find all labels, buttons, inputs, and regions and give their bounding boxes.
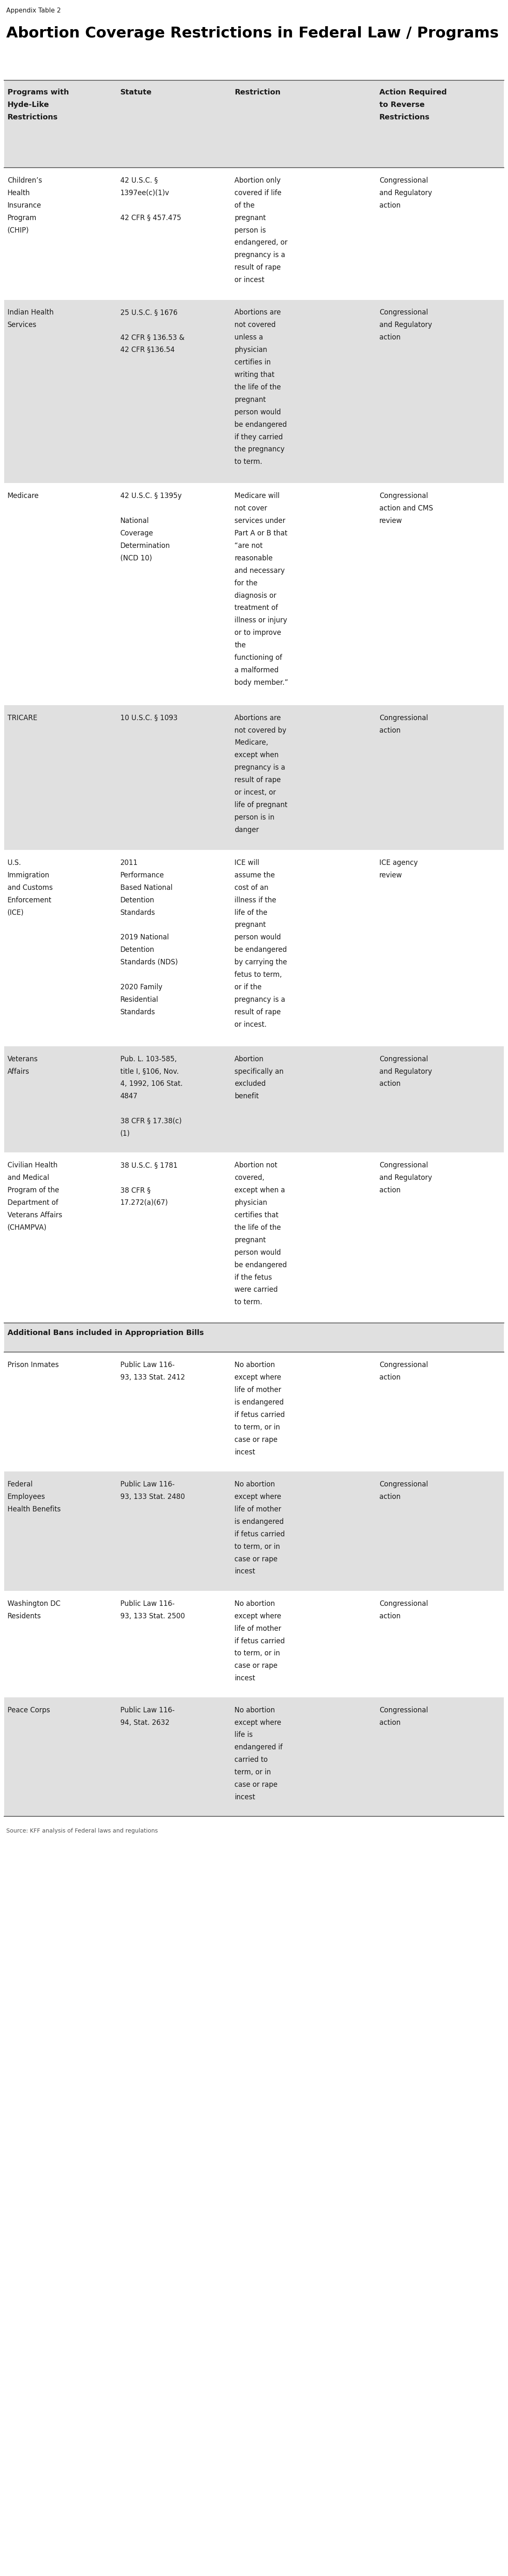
- Text: No abortion
except where
life of mother
is endangered
if fetus carried
to term, : No abortion except where life of mother …: [235, 1481, 285, 1577]
- Text: Action Required
to Reverse
Restrictions: Action Required to Reverse Restrictions: [379, 88, 447, 121]
- Text: Congressional
action: Congressional action: [379, 1363, 428, 1381]
- Text: Congressional
and Regulatory
action: Congressional and Regulatory action: [379, 309, 432, 340]
- Text: Abortions are
not covered
unless a
physician
certifies in
writing that
the life : Abortions are not covered unless a physi…: [235, 309, 287, 466]
- Bar: [4, 1151, 504, 1324]
- Text: Congressional
action: Congressional action: [379, 1600, 428, 1620]
- Text: Congressional
action and CMS
review: Congressional action and CMS review: [379, 492, 433, 526]
- Text: Public Law 116-
94, Stat. 2632: Public Law 116- 94, Stat. 2632: [120, 1705, 174, 1726]
- Text: Abortion Coverage Restrictions in Federal Law / Programs: Abortion Coverage Restrictions in Federa…: [6, 26, 499, 41]
- Bar: [4, 1698, 504, 1816]
- Text: Additional Bans included in Appropriation Bills: Additional Bans included in Appropriatio…: [8, 1329, 204, 1337]
- Text: Congressional
and Regulatory
action: Congressional and Regulatory action: [379, 1162, 432, 1195]
- Bar: [4, 706, 504, 850]
- Text: Medicare will
not cover
services under
Part A or B that
“are not
reasonable
and : Medicare will not cover services under P…: [235, 492, 288, 685]
- Text: Abortion only
covered if life
of the
pregnant
person is
endangered, or
pregnancy: Abortion only covered if life of the pre…: [235, 178, 288, 283]
- Text: Children’s
Health
Insurance
Program
(CHIP): Children’s Health Insurance Program (CHI…: [8, 178, 42, 234]
- Text: Congressional
and Regulatory
action: Congressional and Regulatory action: [379, 1056, 432, 1087]
- Text: No abortion
except where
life of mother
if fetus carried
to term, or in
case or : No abortion except where life of mother …: [235, 1600, 285, 1682]
- Text: Appendix Table 2: Appendix Table 2: [6, 8, 61, 13]
- Bar: [4, 167, 504, 299]
- Text: Public Law 116-
93, 133 Stat. 2500: Public Law 116- 93, 133 Stat. 2500: [120, 1600, 185, 1620]
- Text: Abortions are
not covered by
Medicare,
except when
pregnancy is a
result of rape: Abortions are not covered by Medicare, e…: [235, 714, 288, 835]
- Text: Medicare: Medicare: [8, 492, 39, 500]
- Text: TRICARE: TRICARE: [8, 714, 37, 721]
- Text: Abortion not
covered,
except when a
physician
certifies that
the life of the
pre: Abortion not covered, except when a phys…: [235, 1162, 287, 1306]
- Text: Restriction: Restriction: [235, 88, 280, 95]
- Bar: [4, 80, 504, 167]
- Bar: [4, 1324, 504, 1352]
- Text: Source: KFF analysis of Federal laws and regulations: Source: KFF analysis of Federal laws and…: [6, 1829, 158, 1834]
- Text: Statute: Statute: [120, 88, 152, 95]
- Text: Federal
Employees
Health Benefits: Federal Employees Health Benefits: [8, 1481, 60, 1512]
- Text: 42 U.S.C. §
1397ee(c)(1)v

42 CFR § 457.475: 42 U.S.C. § 1397ee(c)(1)v 42 CFR § 457.4…: [120, 178, 181, 222]
- Text: No abortion
except where
life is
endangered if
carried to
term, or in
case or ra: No abortion except where life is endange…: [235, 1705, 282, 1801]
- Text: Washington DC
Residents: Washington DC Residents: [8, 1600, 60, 1620]
- Bar: [4, 1592, 504, 1698]
- Bar: [4, 299, 504, 484]
- Text: Congressional
action: Congressional action: [379, 714, 428, 734]
- Text: Indian Health
Services: Indian Health Services: [8, 309, 53, 330]
- Text: Prison Inmates: Prison Inmates: [8, 1363, 59, 1368]
- Text: ICE will
assume the
cost of an
illness if the
life of the
pregnant
person would
: ICE will assume the cost of an illness i…: [235, 858, 287, 1028]
- Text: Peace Corps: Peace Corps: [8, 1705, 50, 1713]
- Text: Congressional
and Regulatory
action: Congressional and Regulatory action: [379, 178, 432, 209]
- Bar: [4, 850, 504, 1046]
- Bar: [4, 1471, 504, 1592]
- Text: Veterans
Affairs: Veterans Affairs: [8, 1056, 38, 1074]
- Text: 42 U.S.C. § 1395y

National
Coverage
Determination
(NCD 10): 42 U.S.C. § 1395y National Coverage Dete…: [120, 492, 181, 562]
- Text: Abortion
specifically an
excluded
benefit: Abortion specifically an excluded benefi…: [235, 1056, 283, 1100]
- Bar: [4, 1046, 504, 1151]
- Text: Pub. L. 103-585,
title I, §106, Nov.
4, 1992, 106 Stat.
4847

38 CFR § 17.38(c)
: Pub. L. 103-585, title I, §106, Nov. 4, …: [120, 1056, 182, 1139]
- Text: 25 U.S.C. § 1676

42 CFR § 136.53 &
42 CFR §136.54: 25 U.S.C. § 1676 42 CFR § 136.53 & 42 CF…: [120, 309, 184, 353]
- Text: Congressional
action: Congressional action: [379, 1481, 428, 1502]
- Bar: [4, 484, 504, 706]
- Text: Public Law 116-
93, 133 Stat. 2412: Public Law 116- 93, 133 Stat. 2412: [120, 1363, 185, 1381]
- Text: ICE agency
review: ICE agency review: [379, 858, 418, 878]
- Text: Programs with
Hyde-Like
Restrictions: Programs with Hyde-Like Restrictions: [8, 88, 69, 121]
- Text: 38 U.S.C. § 1781

38 CFR §
17.272(a)(67): 38 U.S.C. § 1781 38 CFR § 17.272(a)(67): [120, 1162, 177, 1206]
- Text: No abortion
except where
life of mother
is endangered
if fetus carried
to term, : No abortion except where life of mother …: [235, 1363, 285, 1455]
- Text: Congressional
action: Congressional action: [379, 1705, 428, 1726]
- Bar: [4, 1352, 504, 1471]
- Text: Civilian Health
and Medical
Program of the
Department of
Veterans Affairs
(CHAMP: Civilian Health and Medical Program of t…: [8, 1162, 62, 1231]
- Text: Public Law 116-
93, 133 Stat. 2480: Public Law 116- 93, 133 Stat. 2480: [120, 1481, 185, 1502]
- Text: 10 U.S.C. § 1093: 10 U.S.C. § 1093: [120, 714, 177, 721]
- Text: 2011
Performance
Based National
Detention
Standards

2019 National
Detention
Sta: 2011 Performance Based National Detentio…: [120, 858, 178, 1015]
- Text: U.S.
Immigration
and Customs
Enforcement
(ICE): U.S. Immigration and Customs Enforcement…: [8, 858, 53, 917]
